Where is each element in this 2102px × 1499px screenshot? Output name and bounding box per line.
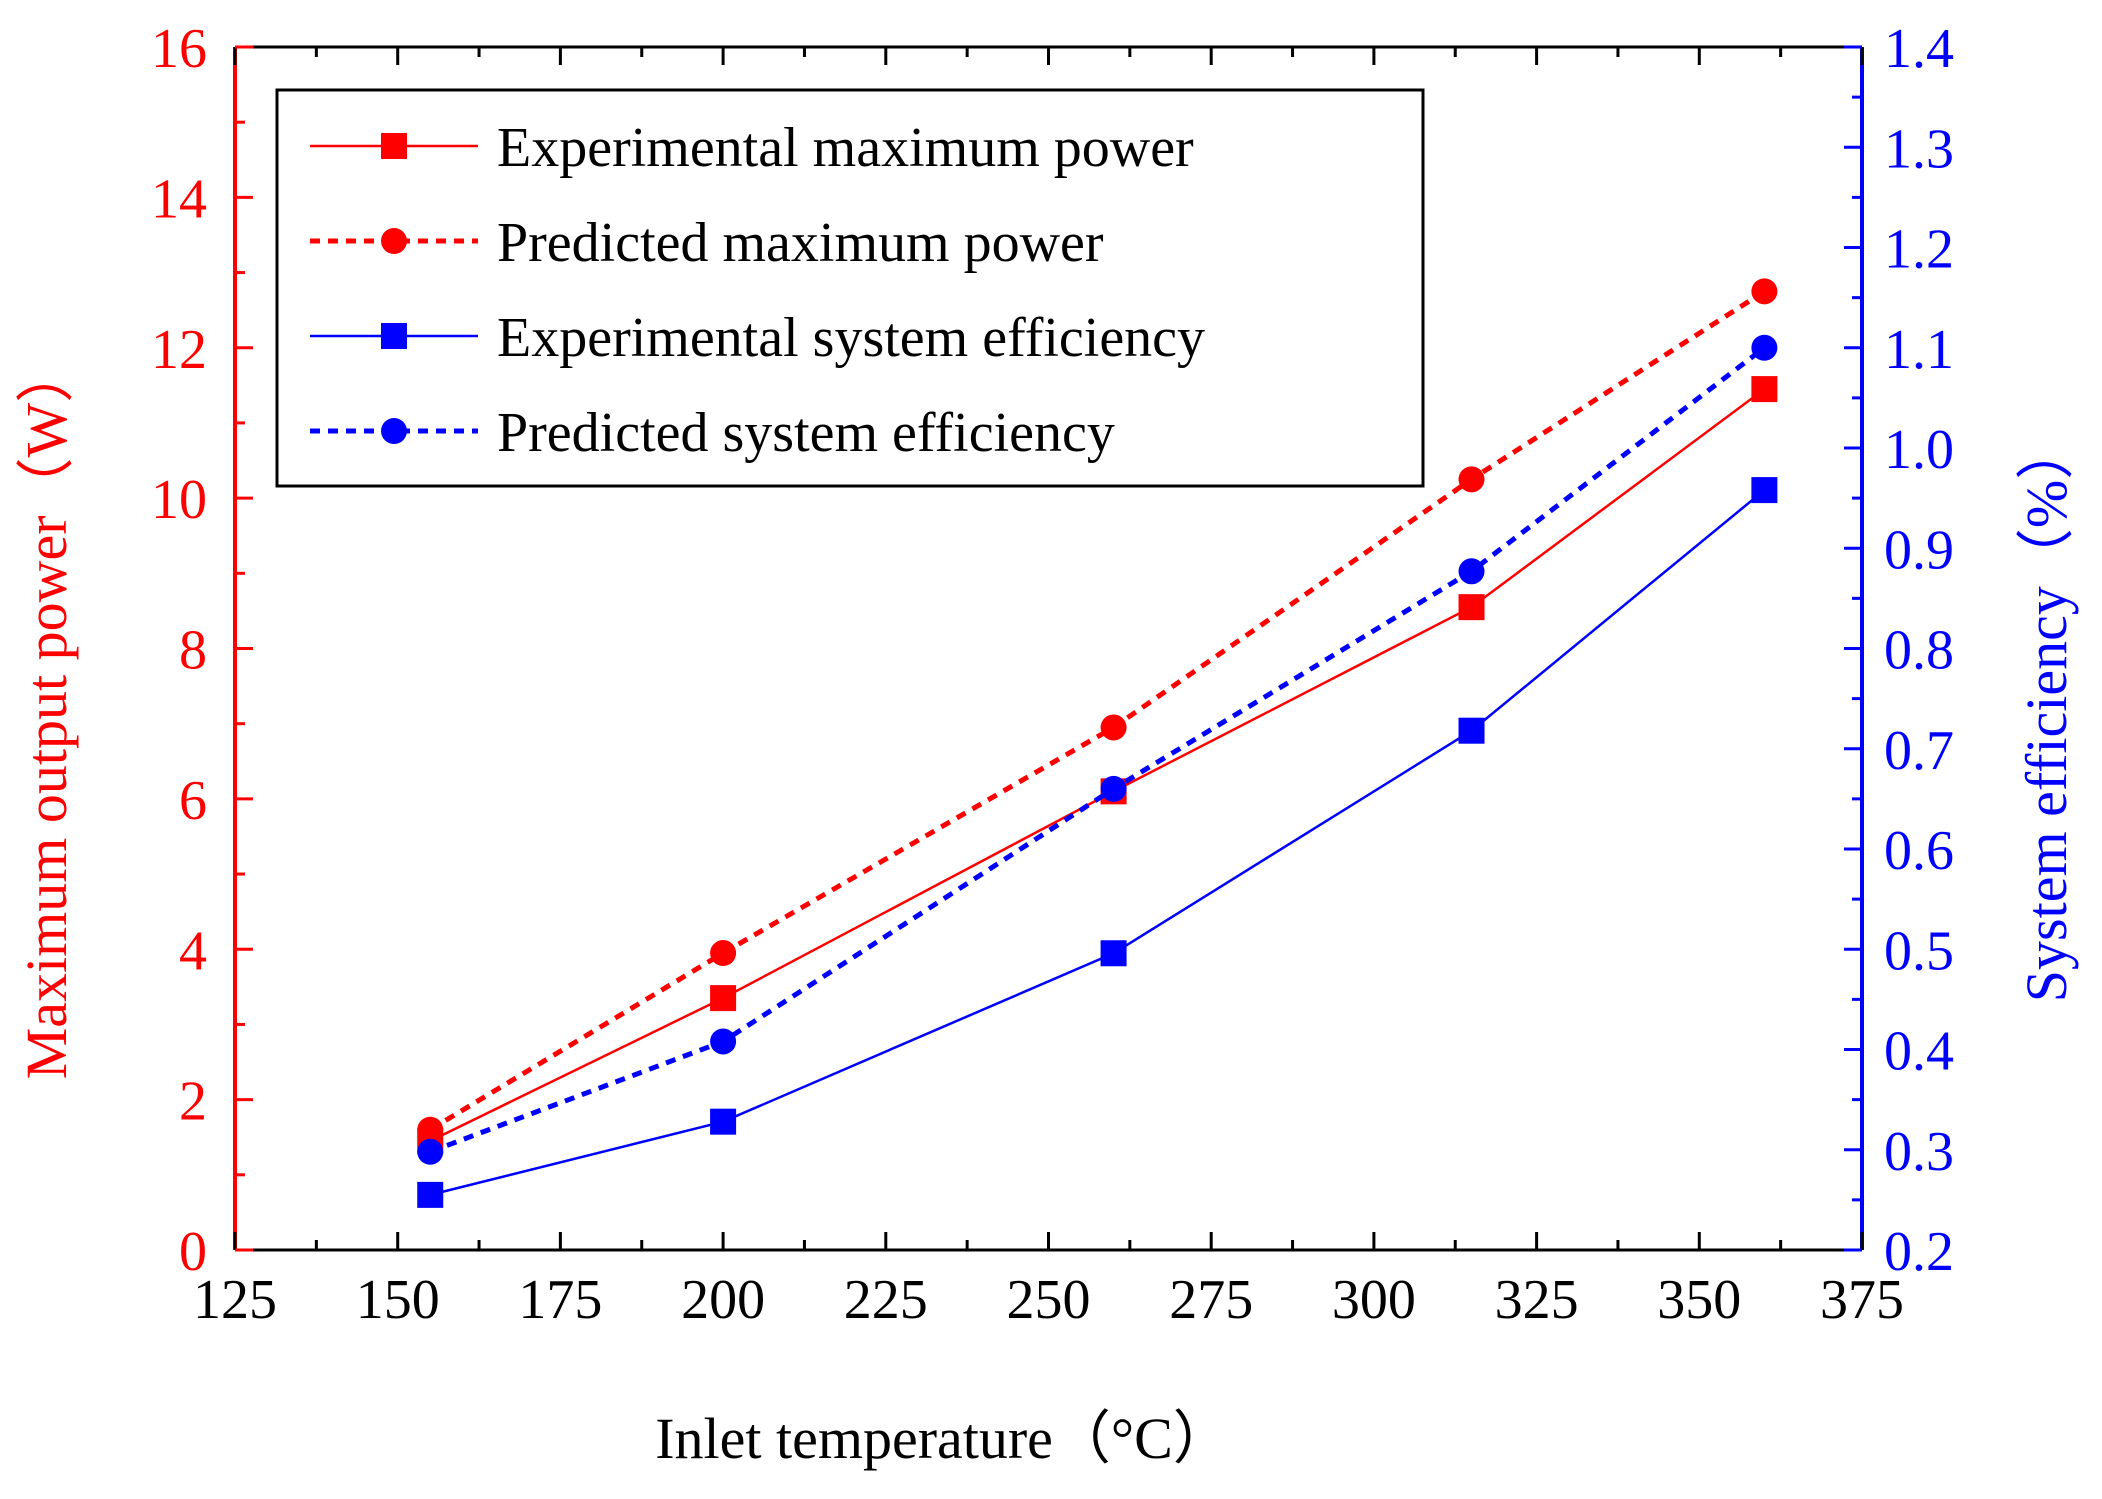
x-tick-label: 275 [1169,1269,1253,1331]
y2-tick-label: 1.2 [1884,219,1954,281]
series-1-marker [1458,594,1485,621]
x-tick-label: 300 [1332,1269,1416,1331]
y-tick-label: 0 [179,1221,207,1283]
series-1-marker [710,985,737,1012]
y-tick-label: 16 [151,18,207,80]
series-2-marker [1100,714,1127,741]
series-4-marker [417,1138,444,1165]
series-1-marker [1751,376,1778,403]
series-2-marker [1458,466,1485,493]
series-3-marker [1458,717,1485,744]
y2-tick-label: 0.6 [1884,820,1954,882]
y2-tick-label: 0.9 [1884,519,1954,581]
series-layer [417,278,1778,1208]
y2-tick-label: 0.5 [1884,920,1954,982]
legend-label-3: Experimental system efficiency [497,307,1205,369]
series-3-marker [1751,477,1778,504]
series-4-marker [1100,775,1127,802]
y2-tick-label: 0.7 [1884,720,1954,782]
legend-marker-4 [381,418,407,444]
series-3-marker [1100,940,1127,967]
y-tick-label: 4 [179,920,207,982]
y2-tick-label: 1.1 [1884,319,1954,381]
legend-marker-3 [381,323,407,349]
series-2-marker [1751,278,1778,305]
x-tick-label: 175 [518,1269,602,1331]
x-tick-label: 125 [193,1269,277,1331]
y-tick-label: 10 [151,469,207,531]
axes-layer: 125 150 175 200 225 250 275 300 325 350 375 0 2 4 6 8 10… [151,18,1954,1331]
y2-tick-label: 1.4 [1884,18,1954,80]
x-tick-label: 325 [1495,1269,1579,1331]
legend-label-1: Experimental maximum power [497,117,1194,179]
x-tick-label: 250 [1007,1269,1091,1331]
y2-tick-label: 0.2 [1884,1221,1954,1283]
y-tick-label: 8 [179,620,207,682]
legend: Experimental maximum power Predicted maxi… [275,88,1425,488]
series-2-marker [417,1116,444,1143]
y-tick-label: 14 [151,168,207,230]
x-tick-label: 225 [844,1269,928,1331]
series-3-marker [710,1108,737,1135]
series-4-marker [1458,558,1485,585]
x-tick-label: 150 [356,1269,440,1331]
y2-tick-label: 1.3 [1884,118,1954,180]
y-tick-label: 2 [179,1071,207,1133]
x-tick-label: 200 [681,1269,765,1331]
x-axis-title: Inlet temperature（°C） [655,1406,1231,1471]
y2-tick-label: 0.4 [1884,1021,1954,1083]
x-tick-label: 350 [1657,1269,1741,1331]
left-y-axis-title: Maximum output power（W） [14,345,79,1080]
y2-tick-label: 0.3 [1884,1121,1954,1183]
x-tick-label: 375 [1820,1269,1904,1331]
legend-marker-1 [381,133,407,159]
legend-label-4: Predicted system efficiency [497,402,1115,464]
y-tick-label: 12 [151,319,207,381]
legend-marker-2 [381,228,407,254]
y2-tick-label: 1.0 [1884,419,1954,481]
series-2-marker [710,940,737,967]
right-y-axis-title: System efficiency（%） [2014,422,2079,1002]
legend-label-2: Predicted maximum power [497,212,1104,274]
legend-box [275,88,1425,488]
series-4-marker [1751,334,1778,361]
y2-tick-label: 0.8 [1884,620,1954,682]
y-tick-label: 6 [179,770,207,832]
series-4-marker [710,1028,737,1055]
series-3-marker [417,1181,444,1208]
